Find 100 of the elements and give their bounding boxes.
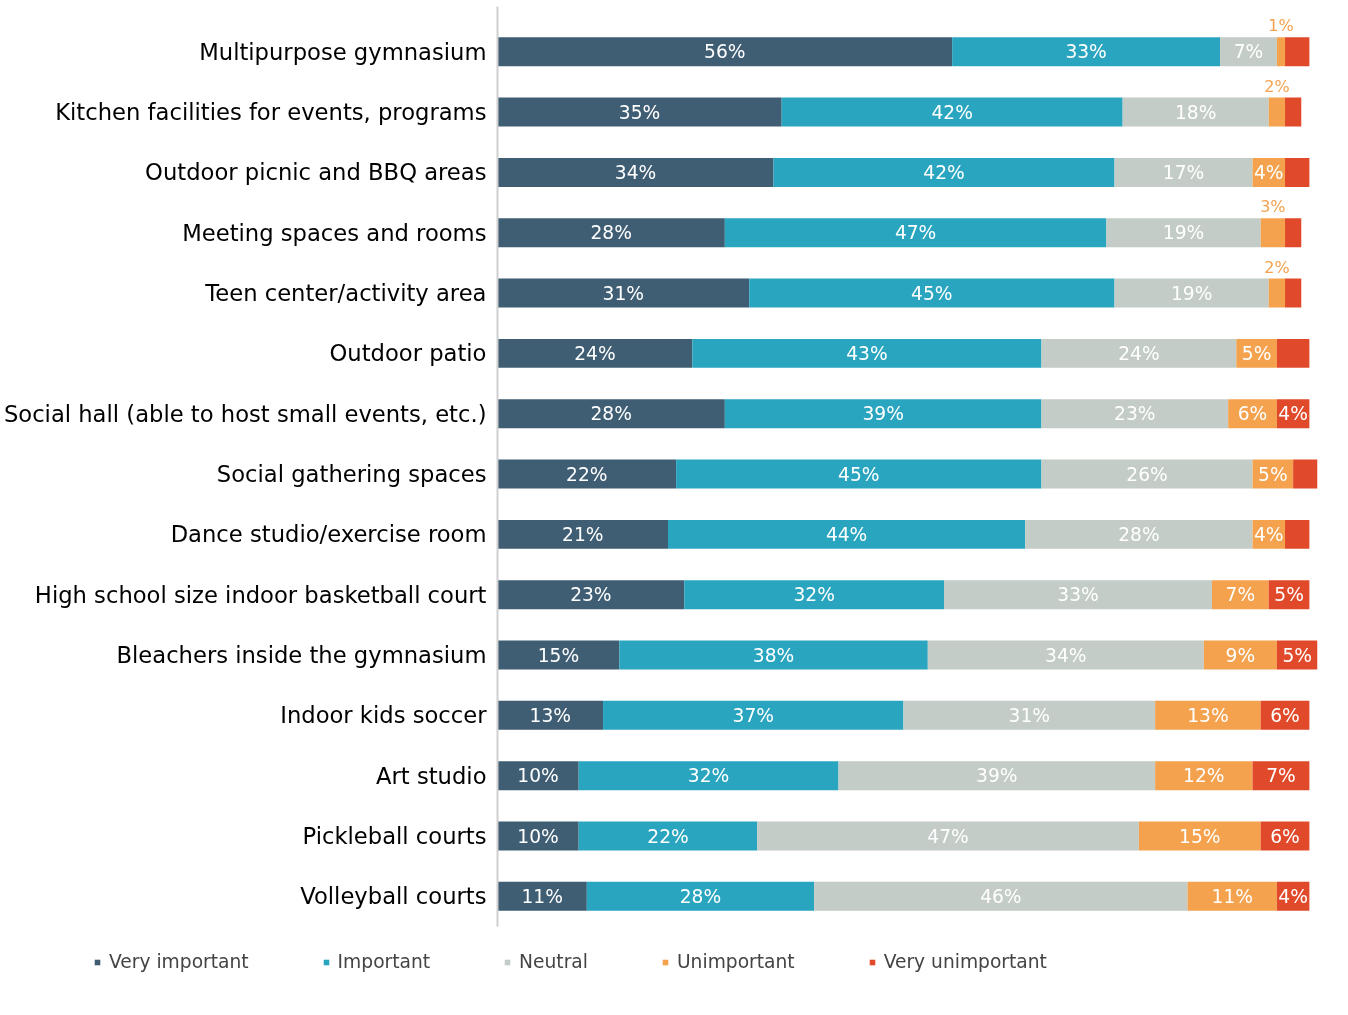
bar [952,37,1221,67]
data-label: 28% [590,403,632,425]
data-label: 10% [517,765,559,787]
data-label: 11% [1211,885,1253,907]
data-label: 33% [1065,41,1107,63]
bar [814,881,1188,911]
bar [1268,278,1286,308]
data-label: 4% [1278,885,1308,907]
data-label: 3% [1260,197,1286,217]
data-label: 28% [590,222,632,244]
bar [757,821,1139,851]
data-label: 5% [1241,342,1272,364]
legend-label: Unimportant [676,951,795,972]
bar [944,580,1212,610]
bar [1041,459,1253,489]
data-label: 31% [602,282,645,304]
data-label: 4% [1253,523,1284,545]
y-tick-label: Pickleball courts [302,823,487,850]
data-label: 45% [911,282,953,304]
bar [1293,459,1318,489]
y-tick-label: Social gathering spaces [216,461,487,488]
data-label: 33% [1057,584,1099,606]
data-label: 15% [1179,825,1221,847]
y-tick-label: Meeting spaces and rooms [182,219,487,246]
data-label: 6% [1237,403,1268,425]
data-label: 34% [1045,644,1087,666]
data-label: 10% [517,825,559,847]
data-label: 11% [521,885,563,907]
data-label: 39% [862,403,904,425]
y-tick-label: Multipurpose gymnasium [199,38,487,65]
data-label: 34% [614,161,657,183]
data-label: 5% [1258,463,1288,485]
data-label: 28% [679,885,722,907]
data-label: 45% [838,463,880,485]
data-label: 2% [1264,76,1290,96]
bar [1187,881,1277,911]
data-label: 12% [1183,765,1225,787]
bar [1285,157,1310,187]
bar [1268,97,1286,127]
data-label: 4% [1253,161,1284,183]
bar [497,37,953,67]
bar [749,278,1115,308]
bar [927,640,1204,670]
bar [1276,338,1310,368]
data-label: 1% [1268,16,1294,36]
y-tick-label: Indoor kids soccer [280,702,488,729]
bar [497,459,677,489]
bar [603,700,904,730]
legend-label: Very important [109,951,249,972]
bar [1285,37,1310,67]
bar [578,821,758,851]
data-label: 7% [1266,765,1296,787]
bar [838,761,1156,791]
bar [1276,37,1286,67]
data-label: 31% [1008,704,1051,726]
bar [684,580,945,610]
data-label: 21% [562,523,604,545]
legend-label: Very unimportant [883,951,1047,972]
data-label: 6% [1270,825,1300,847]
bar [1122,97,1269,127]
data-label: 43% [846,342,888,364]
data-label: 22% [647,825,689,847]
y-tick-label: Volleyball courts [300,883,487,910]
data-label: 9% [1225,644,1256,666]
y-tick-label: Outdoor patio [329,340,487,367]
bar [497,399,725,429]
data-label: 7% [1233,41,1264,63]
bar [1114,278,1269,308]
data-label: 32% [687,765,730,787]
y-tick-label: Outdoor picnic and BBQ areas [145,159,487,186]
bar [1106,218,1261,248]
data-label: 35% [618,101,661,123]
data-label: 46% [980,885,1022,907]
y-tick-label: Teen center/activity area [204,280,487,307]
y-tick-label: Bleachers inside the gymnasium [116,642,487,669]
bar [1285,218,1302,248]
bar [903,700,1156,730]
bar [724,218,1107,248]
bar [497,640,620,670]
bar [1260,218,1286,248]
data-label: 28% [1118,523,1160,545]
data-label: 15% [537,644,580,666]
data-label: 2% [1264,257,1290,277]
data-label: 23% [1114,403,1156,425]
data-label: 42% [923,161,965,183]
y-tick-label: Art studio [376,762,487,789]
legend-label: Important [337,951,431,972]
data-label: 19% [1162,222,1205,244]
bar [1041,399,1229,429]
data-label: 56% [704,41,746,63]
data-label: 32% [793,584,835,606]
bar [724,399,1042,429]
data-label: 44% [825,523,868,545]
bar [1114,157,1253,187]
data-label: 37% [732,704,774,726]
data-label: 24% [574,342,616,364]
bar [1155,761,1253,791]
bar [497,338,693,368]
bar [781,97,1123,127]
bar [497,278,750,308]
